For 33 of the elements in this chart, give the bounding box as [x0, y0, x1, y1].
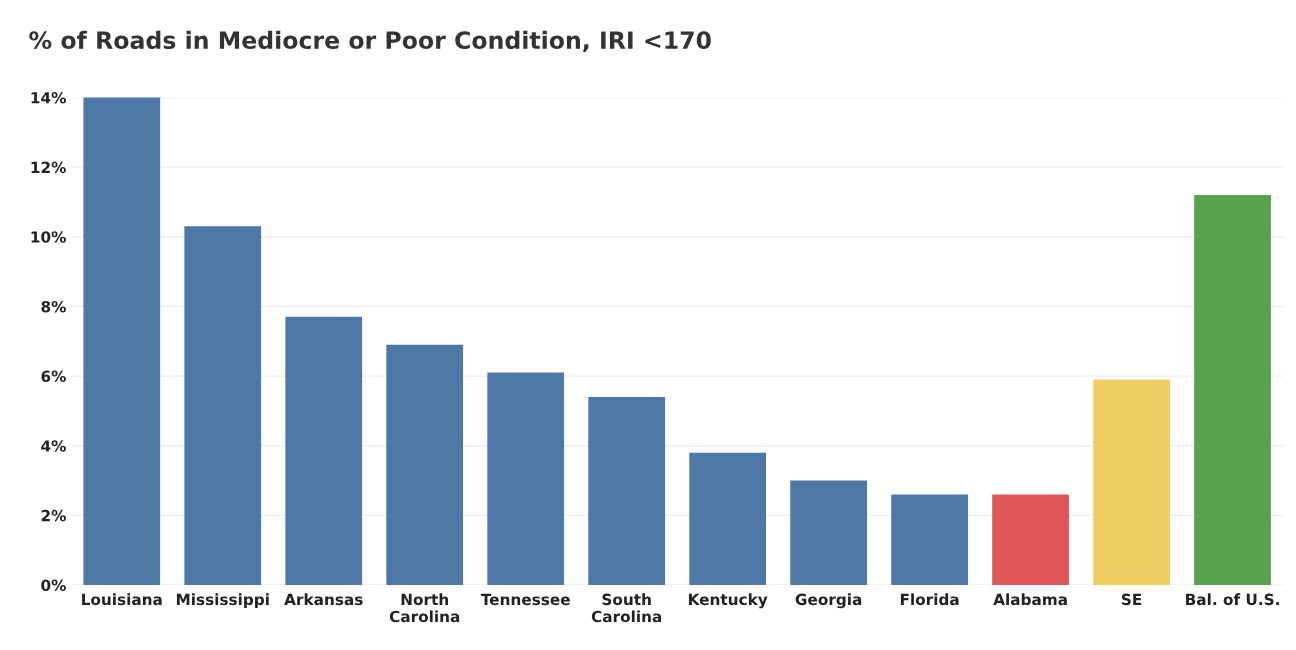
y-tick-label: 10% [31, 231, 66, 243]
x-tick-label: Tennessee [480, 593, 570, 606]
y-tick-label: 14% [31, 91, 66, 104]
x-tick-label: Mississippi [176, 593, 269, 609]
x-tick-label: Bal. of U.S. [1186, 593, 1279, 606]
x-tick-label: Kentucky [688, 593, 768, 609]
y-tick-label: 6% [41, 370, 66, 383]
x-tick-label: Florida [900, 593, 959, 606]
bar [689, 452, 767, 585]
bar [992, 494, 1069, 585]
bar [1194, 195, 1271, 585]
x-tick-label: Arkansas [284, 593, 363, 606]
y-tick-label: 2% [41, 509, 66, 522]
bar [891, 494, 968, 585]
y-tick-label: 0% [41, 579, 66, 592]
x-tick-label: Louisiana [82, 593, 162, 606]
bar [386, 344, 464, 585]
y-tick-label: 4% [41, 440, 66, 452]
x-tick-label: South Carolina [591, 593, 662, 623]
x-tick-label: Alabama [993, 593, 1067, 606]
bar [588, 396, 666, 585]
y-tick-label: 8% [41, 300, 66, 313]
x-tick-label: Georgia [795, 593, 862, 609]
bar [1093, 379, 1170, 585]
bar [285, 316, 363, 585]
bar [83, 97, 161, 585]
bar [487, 372, 565, 585]
y-tick-label: 12% [31, 161, 66, 174]
bar [790, 480, 867, 585]
chart-title: % of Roads in Mediocre or Poor Condition, IRI <170 [29, 30, 711, 53]
x-tick-label: SE [1121, 593, 1142, 606]
bar [184, 226, 262, 585]
x-tick-label: North Carolina [389, 593, 460, 623]
